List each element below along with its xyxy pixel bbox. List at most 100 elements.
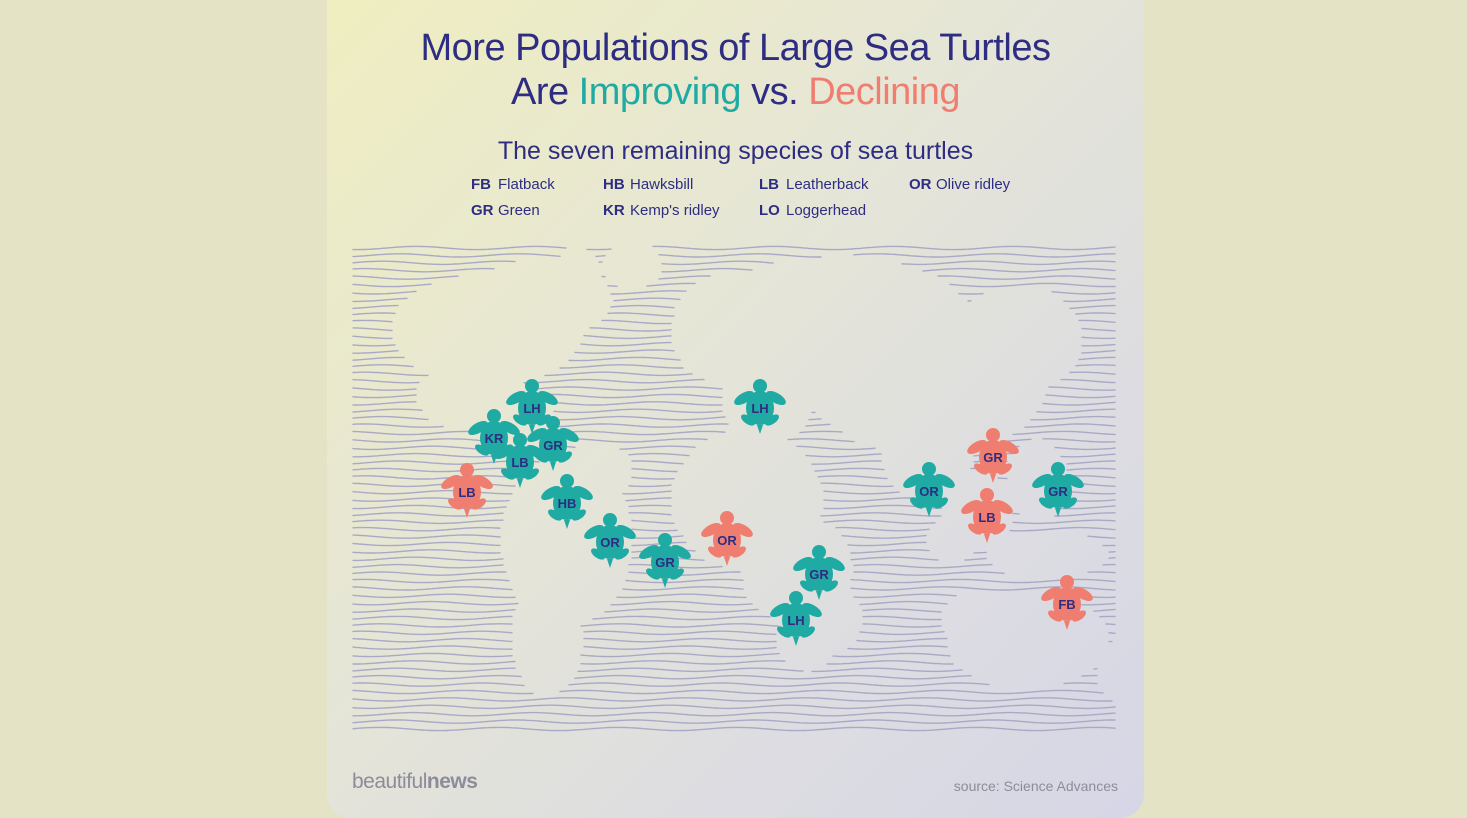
turtle-shape — [724, 557, 730, 566]
wave-line — [352, 682, 1098, 687]
turtle-shape — [935, 474, 955, 488]
turtle-shape — [464, 509, 470, 518]
turtle-shape — [998, 463, 1012, 475]
title-line-2-prefix: Are — [510, 71, 579, 113]
turtle-shape — [922, 462, 936, 476]
turtle-shape — [1041, 587, 1061, 601]
wave-line — [352, 452, 1116, 458]
infographic-card: More Populations of Large Sea Turtles Ar… — [327, 0, 1144, 818]
turtle-shape — [986, 428, 1000, 442]
wave-line — [352, 563, 1116, 569]
turtle-shape — [513, 414, 527, 426]
wave-line — [352, 660, 954, 665]
turtle-marker-lb-declining: LB — [961, 488, 1013, 543]
turtle-shape — [607, 559, 613, 568]
wave-line — [352, 482, 1116, 488]
turtle-shape — [559, 428, 579, 442]
turtle-shape — [494, 445, 514, 459]
turtle-label: LH — [787, 613, 804, 628]
wave-line — [352, 415, 1116, 421]
turtle-shape — [1048, 610, 1062, 622]
wave-line — [352, 623, 1116, 628]
turtle-shape — [993, 500, 1013, 514]
turtle-shape — [658, 533, 672, 547]
turtle-markers: LH KR GR LB LB HB OR GR OR LH GR LH OR GR LB GR FB — [441, 379, 1093, 646]
title: More Populations of Large Sea Turtles Ar… — [327, 26, 1144, 114]
turtle-shape — [615, 548, 629, 560]
turtle-shape — [990, 474, 996, 483]
turtle-shape — [553, 486, 581, 520]
subtitle: The seven remaining species of sea turtl… — [497, 137, 974, 165]
wave-line — [352, 378, 1116, 384]
species-legend: FB Flatback GR Green HB Hawksbill KR Kemp's … — [471, 176, 1031, 226]
turtle-shape — [541, 486, 561, 500]
turtle-shape — [584, 525, 604, 539]
world-map: LH KR GR LB LB HB OR GR OR LH GR LH OR GR LB GR FB — [352, 245, 1116, 732]
turtle-label: FB — [1058, 597, 1075, 612]
wave-line — [352, 275, 1116, 280]
turtle-shape — [701, 523, 721, 537]
turtle-marker-or-improving: OR — [584, 513, 636, 568]
turtle-shape — [526, 445, 546, 459]
turtle-shape — [1032, 474, 1052, 488]
turtle-label: HB — [558, 496, 577, 511]
turtle-shape — [713, 523, 741, 557]
wave-line — [352, 726, 1116, 732]
wave-line — [352, 349, 1116, 354]
turtle-shape — [903, 474, 923, 488]
wave-line — [352, 253, 1116, 258]
turtle-shape — [915, 474, 943, 508]
turtle-shape — [782, 603, 810, 637]
turtle-shape — [992, 523, 1006, 535]
wave-line — [352, 260, 1116, 266]
wave-line — [352, 519, 1116, 525]
turtle-shape — [670, 568, 684, 580]
turtle-shape — [1060, 575, 1074, 589]
brand-logo: beautifulnews — [352, 770, 478, 793]
turtle-shape — [926, 508, 932, 517]
turtle-marker-lb-improving: LB — [494, 433, 546, 488]
turtle-shape — [527, 428, 547, 442]
wave-line — [352, 593, 1116, 599]
turtle-shape — [800, 580, 814, 592]
turtle-shape — [1051, 462, 1065, 476]
turtle-shape — [662, 579, 668, 588]
turtle-shape — [550, 462, 556, 471]
turtle-shape — [753, 379, 767, 393]
turtle-shape — [513, 433, 527, 447]
turtle-shape — [475, 444, 489, 456]
turtle-shape — [546, 416, 560, 430]
ocean-wave-lines — [352, 245, 1116, 732]
wave-line — [352, 489, 1116, 495]
wave-line — [352, 356, 1116, 362]
turtle-shape — [517, 479, 523, 488]
turtle-shape — [460, 463, 474, 477]
wave-line — [352, 497, 1116, 502]
turtle-shape — [1053, 587, 1081, 621]
turtle-shape — [468, 421, 488, 435]
wave-line — [352, 637, 1113, 643]
turtle-shape — [473, 475, 493, 489]
wave-line — [352, 697, 1113, 702]
turtle-shape — [805, 557, 833, 591]
turtle-shape — [453, 475, 481, 509]
legend-item-flatback: FB Flatback — [471, 176, 555, 193]
turtle-shape — [801, 626, 815, 638]
turtle-shape — [802, 603, 822, 617]
wave-line — [352, 586, 1116, 591]
turtle-label: KR — [485, 431, 504, 446]
turtle-shape — [1039, 497, 1053, 509]
turtle-label: LB — [978, 510, 995, 525]
title-improving: Improving — [578, 71, 742, 113]
wave-line — [352, 297, 1116, 303]
turtle-marker-gr-improving: GR — [639, 533, 691, 588]
turtle-shape — [639, 545, 659, 559]
wave-line — [352, 327, 1116, 332]
turtle-shape — [973, 500, 1001, 534]
turtle-marker-or-improving: OR — [903, 462, 955, 517]
turtle-shape — [480, 421, 508, 455]
legend-item-green: GR Green — [471, 202, 540, 219]
wave-line — [352, 371, 1116, 377]
wave-line — [352, 526, 1116, 532]
turtle-shape — [979, 440, 1007, 474]
